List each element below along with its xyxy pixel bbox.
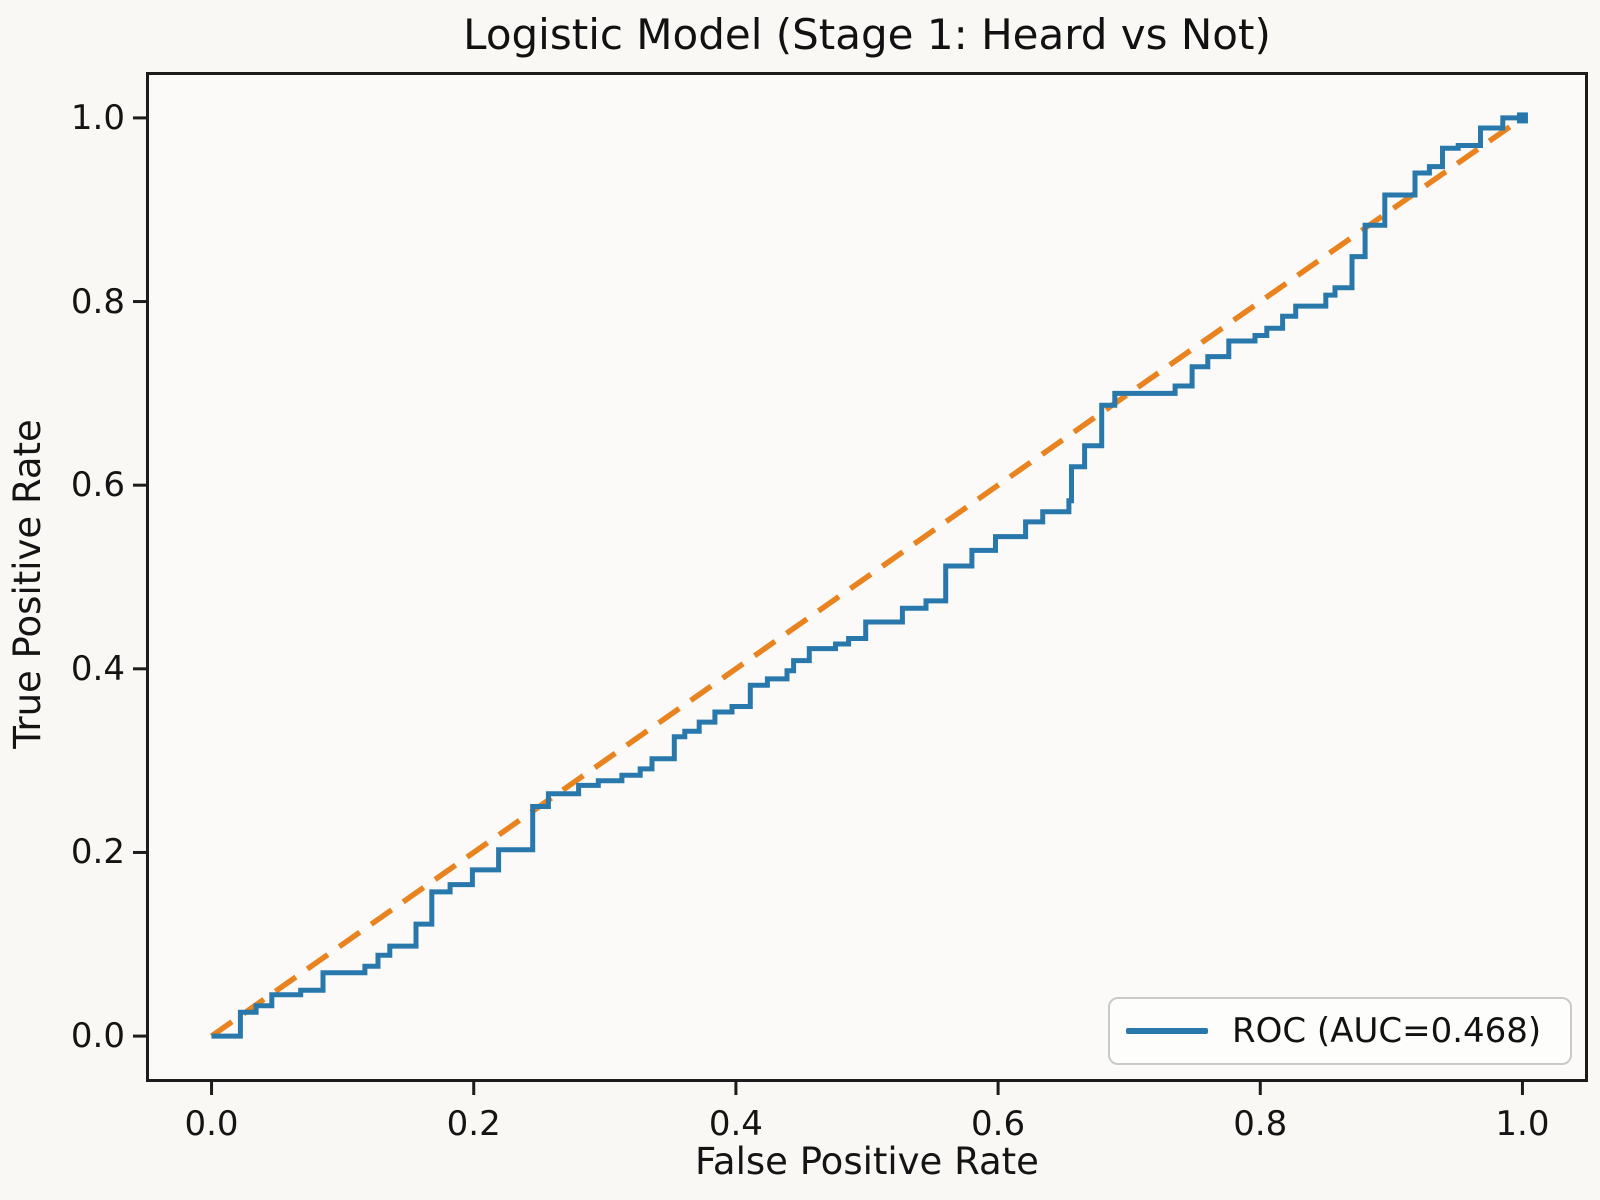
x-tick-label: 1.0 [1495,1104,1550,1144]
y-tick-label: 1.0 [70,97,125,138]
roc-curve-line [211,115,1523,1039]
tick-marks [133,116,1524,1095]
x-axis-label: False Positive Rate [695,1140,1039,1183]
y-axis-label: True Positive Rate [6,419,49,749]
x-tick-label: 0.4 [708,1104,763,1144]
chance-diagonal-line [209,115,1525,1039]
chart-title: Logistic Model (Stage 1: Heard vs Not) [463,10,1271,59]
y-tick-label: 0.4 [70,648,125,689]
legend: ROC (AUC=0.468) [1108,997,1572,1065]
legend-roc-line-sample [1126,1028,1208,1034]
y-tick-label: 0.2 [70,832,125,873]
y-tick-label: 0.0 [70,1016,125,1057]
x-tick-label: 0.8 [1233,1104,1288,1144]
y-tick-label: 0.6 [70,465,125,506]
roc-end-marker [1516,112,1528,124]
x-tick-label: 0.0 [184,1104,239,1144]
x-tick-label: 0.2 [446,1104,501,1144]
legend-label: ROC (AUC=0.468) [1232,1011,1542,1051]
x-tick-label: 0.6 [971,1104,1026,1144]
y-tick-label: 0.8 [70,281,125,322]
